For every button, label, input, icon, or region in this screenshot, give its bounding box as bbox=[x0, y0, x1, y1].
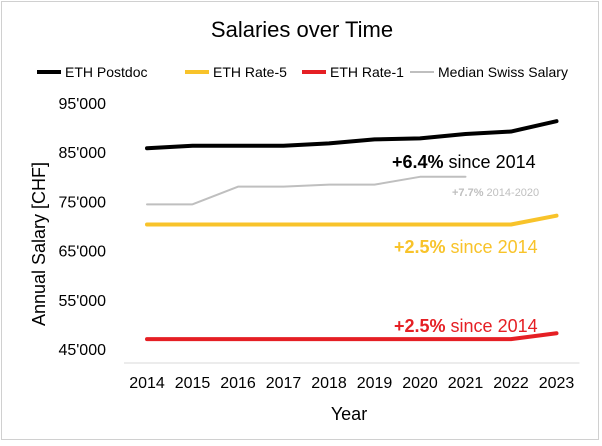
annotation-rate5: +2.5% since 2014 bbox=[394, 237, 538, 257]
series-lines bbox=[145, 119, 559, 342]
legend-label: ETH Postdoc bbox=[65, 64, 147, 80]
x-tick-label: 2017 bbox=[266, 375, 302, 392]
legend: ETH Postdoc ETH Rate-5 ETH Rate-1 Median Sw… bbox=[37, 64, 568, 80]
annotation-rate5-pct: +2.5% bbox=[394, 237, 446, 257]
x-axis-ticks: 2014 2015 2016 2017 2018 2019 2020 2021 2022 2023 bbox=[129, 375, 574, 392]
legend-label: ETH Rate-1 bbox=[330, 64, 404, 80]
annotation-rate5-text: since 2014 bbox=[446, 237, 538, 257]
y-axis-label: Annual Salary [CHF] bbox=[29, 162, 49, 326]
x-tick-label: 2022 bbox=[493, 375, 529, 392]
chart-frame: Salaries over Time ETH Postdoc ETH Rate-5… bbox=[1, 1, 599, 440]
annotation-median-pct: +7.7% bbox=[452, 187, 484, 199]
annotation-median-text: 2014-2020 bbox=[484, 187, 540, 199]
legend-label: ETH Rate-5 bbox=[213, 64, 287, 80]
x-tick-label: 2016 bbox=[220, 375, 256, 392]
annotation-postdoc: +6.4% since 2014 bbox=[392, 152, 536, 172]
y-tick-label: 55'000 bbox=[58, 293, 106, 310]
y-tick-label: 45'000 bbox=[58, 342, 106, 359]
annotation-rate1-text: since 2014 bbox=[446, 316, 538, 336]
y-tick-label: 95'000 bbox=[58, 96, 106, 113]
x-tick-label: 2021 bbox=[448, 375, 484, 392]
annotation-rate1: +2.5% since 2014 bbox=[394, 316, 538, 336]
x-tick-label: 2015 bbox=[175, 375, 211, 392]
annotation-postdoc-pct: +6.4% bbox=[392, 152, 444, 172]
y-axis-ticks: 45'000 55'000 65'000 75'000 85'000 95'000 bbox=[58, 96, 106, 359]
chart-title: Salaries over Time bbox=[211, 17, 393, 42]
x-tick-label: 2020 bbox=[402, 375, 438, 392]
series-line-eth-postdoc bbox=[145, 119, 559, 151]
x-tick-label: 2018 bbox=[311, 375, 347, 392]
legend-label: Median Swiss Salary bbox=[438, 64, 568, 80]
x-tick-label: 2014 bbox=[129, 375, 165, 392]
y-tick-label: 75'000 bbox=[58, 194, 106, 211]
series-line-median-swiss-salary bbox=[146, 175, 467, 206]
series-line-eth-rate-1 bbox=[145, 331, 559, 342]
x-tick-label: 2023 bbox=[539, 375, 575, 392]
annotation-rate1-pct: +2.5% bbox=[394, 316, 446, 336]
x-axis-label: Year bbox=[331, 404, 367, 424]
y-tick-label: 65'000 bbox=[58, 244, 106, 261]
annotation-median: +7.7% 2014-2020 bbox=[452, 187, 539, 199]
series-line-eth-rate-5 bbox=[145, 213, 559, 227]
y-tick-label: 85'000 bbox=[58, 145, 106, 162]
annotation-postdoc-text: since 2014 bbox=[444, 152, 536, 172]
x-tick-label: 2019 bbox=[357, 375, 393, 392]
salary-line-chart: Salaries over Time ETH Postdoc ETH Rate-5… bbox=[29, 17, 580, 424]
